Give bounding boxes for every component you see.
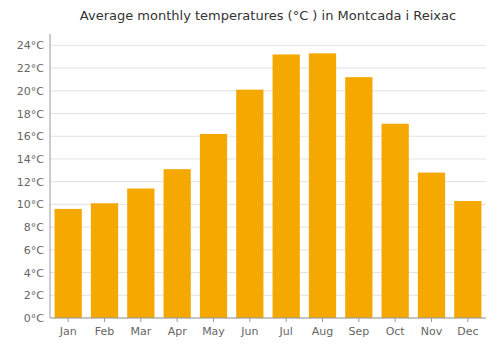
x-tick-label: Aug xyxy=(312,325,333,338)
bar xyxy=(454,201,481,318)
bars xyxy=(55,53,482,318)
y-tick-label: 16°C xyxy=(17,130,44,143)
chart-container: Average monthly temperatures (°C ) in Mo… xyxy=(0,0,500,350)
y-tick-label: 22°C xyxy=(17,62,44,75)
x-tick-label: Jun xyxy=(240,325,258,338)
x-tick-label: May xyxy=(202,325,225,338)
x-tick xyxy=(467,318,468,322)
y-axis-line xyxy=(50,34,51,318)
x-tick xyxy=(358,318,359,322)
x-tick xyxy=(140,318,141,322)
bar xyxy=(382,124,409,318)
y-tick-label: 12°C xyxy=(17,176,44,189)
x-tick xyxy=(213,318,214,322)
bar xyxy=(164,169,191,318)
y-tick-label: 24°C xyxy=(17,39,44,52)
grid-line xyxy=(50,136,486,137)
x-tick-label: Sep xyxy=(348,325,369,338)
grid-line xyxy=(50,68,486,69)
x-tick-label: Jan xyxy=(59,325,77,338)
y-tick-label: 8°C xyxy=(24,221,44,234)
x-tick xyxy=(395,318,396,322)
bar xyxy=(55,209,82,318)
grid-line xyxy=(50,113,486,114)
x-axis-line xyxy=(50,318,486,319)
grid-line xyxy=(50,90,486,91)
bar xyxy=(200,134,227,318)
x-tick-label: Apr xyxy=(168,325,188,338)
grid xyxy=(50,45,486,318)
y-tick-label: 18°C xyxy=(17,108,44,121)
grid-line xyxy=(50,158,486,159)
y-tick-label: 6°C xyxy=(24,244,44,257)
bar xyxy=(236,90,263,318)
bar xyxy=(127,188,154,318)
y-tick-label: 2°C xyxy=(24,289,44,302)
title: Average monthly temperatures (°C ) in Mo… xyxy=(80,8,456,23)
chart-svg: Average monthly temperatures (°C ) in Mo… xyxy=(0,0,500,350)
x-tick-label: Feb xyxy=(95,325,114,338)
x-tick xyxy=(249,318,250,322)
x-tick xyxy=(286,318,287,322)
bar xyxy=(345,77,372,318)
x-tick-label: Mar xyxy=(130,325,151,338)
y-tick-label: 0°C xyxy=(24,312,44,325)
y-tick-label: 10°C xyxy=(17,198,44,211)
y-tick-label: 20°C xyxy=(17,85,44,98)
bar xyxy=(418,173,445,318)
x-tick xyxy=(431,318,432,322)
x-tick xyxy=(177,318,178,322)
bar xyxy=(91,203,118,318)
bar xyxy=(309,53,336,318)
x-tick-label: Oct xyxy=(386,325,406,338)
x-tick xyxy=(104,318,105,322)
x-tick xyxy=(322,318,323,322)
grid-line xyxy=(50,45,486,46)
y-tick-label: 4°C xyxy=(24,267,44,280)
grid-line xyxy=(50,318,486,319)
x-tick-label: Jul xyxy=(279,325,293,338)
x-tick-label: Nov xyxy=(421,325,443,338)
y-tick-label: 14°C xyxy=(17,153,44,166)
bar xyxy=(273,54,300,318)
x-tick xyxy=(68,318,69,322)
x-tick-label: Dec xyxy=(457,325,478,338)
